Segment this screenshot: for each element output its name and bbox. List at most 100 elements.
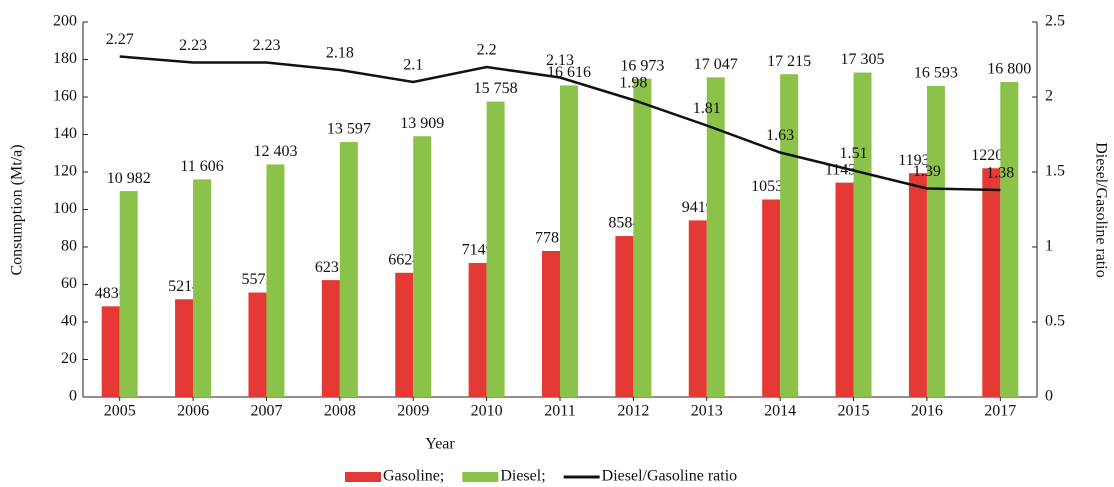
line-label: 1.81 <box>693 100 721 117</box>
y-axis-title: Consumption (Mt/a) <box>9 144 26 275</box>
x-tick-label: 2015 <box>838 403 870 420</box>
y2-tick-label: 0.5 <box>1045 313 1065 330</box>
bar-label: 5214 <box>168 278 200 295</box>
bar <box>486 101 505 397</box>
bar-label: 12 403 <box>253 143 297 160</box>
line-label: 2.13 <box>546 52 574 69</box>
y2-tick-label: 0 <box>1045 388 1053 405</box>
bar-label: 7149 <box>462 242 494 259</box>
bar-label: 9419 <box>682 199 714 216</box>
y-tick-label: 40 <box>61 313 77 330</box>
line-label: 2.23 <box>252 37 280 54</box>
bar-label: 13 909 <box>400 115 444 132</box>
bar <box>780 74 799 397</box>
bar <box>542 250 560 397</box>
bar <box>908 173 927 397</box>
line-label: 2.18 <box>326 45 354 62</box>
line-label: 2.2 <box>477 42 497 59</box>
y-tick-label: 180 <box>53 50 77 67</box>
y-tick-label: 140 <box>53 125 77 142</box>
bar <box>339 142 358 397</box>
bar-label: 7787 <box>535 230 567 247</box>
x-tick-label: 2013 <box>691 403 723 420</box>
bar-label: 10 982 <box>107 170 151 187</box>
y-tick-label: 80 <box>61 238 77 255</box>
bar <box>119 191 138 397</box>
bar <box>706 77 725 398</box>
bar <box>688 220 707 397</box>
bar <box>175 299 194 397</box>
legend-label: Diesel; <box>500 468 545 485</box>
line-label: 1.63 <box>766 127 794 144</box>
x-tick-label: 2011 <box>544 403 575 420</box>
bar-label: 16 973 <box>620 57 664 74</box>
bar <box>615 236 634 397</box>
bar-label: 16 800 <box>987 61 1031 78</box>
x-tick-label: 2014 <box>764 403 796 420</box>
legend-label: Gasoline; <box>383 468 444 485</box>
line-label: 2.27 <box>106 31 134 48</box>
y-tick-label: 160 <box>53 88 77 105</box>
x-tick-label: 2012 <box>617 403 649 420</box>
bar-label: 17 305 <box>841 51 885 68</box>
x-tick-label: 2007 <box>250 403 282 420</box>
bar <box>321 280 340 397</box>
bar <box>248 292 267 397</box>
legend-swatch <box>462 472 499 482</box>
bar <box>413 136 432 398</box>
bar-label: 11 606 <box>180 158 223 175</box>
bar <box>982 168 1001 397</box>
y-tick-label: 200 <box>53 13 77 30</box>
y-tick-label: 100 <box>53 200 77 217</box>
bar-label: 17 047 <box>694 56 738 73</box>
bar <box>266 164 285 397</box>
bar <box>926 85 945 397</box>
bar-label: 13 597 <box>327 121 371 138</box>
bar <box>395 272 414 397</box>
bar <box>633 78 652 397</box>
line-label: 1.38 <box>986 165 1014 182</box>
y-tick-label: 0 <box>69 388 77 405</box>
line-label: 1.98 <box>619 75 647 92</box>
bar <box>101 306 120 397</box>
bar <box>193 179 212 397</box>
line-label: 2.23 <box>179 37 207 54</box>
bar-label: 5572 <box>241 271 273 288</box>
bar-label: 15 758 <box>474 80 518 97</box>
line <box>119 55 1001 192</box>
line-label: 2.1 <box>403 57 423 74</box>
bar-label: 6624 <box>388 251 420 268</box>
bar-label: 17 215 <box>767 53 811 70</box>
x-tick-label: 2005 <box>104 403 136 420</box>
bar <box>560 85 578 397</box>
line-label: 1.51 <box>840 145 868 162</box>
y2-tick-label: 2 <box>1045 88 1053 105</box>
bar-label: 8584 <box>608 215 640 232</box>
y2-tick-label: 2.5 <box>1045 13 1065 30</box>
x-tick-label: 2017 <box>984 403 1016 420</box>
x-tick-label: 2009 <box>397 403 429 420</box>
y2-tick-label: 1.5 <box>1045 163 1065 180</box>
bar-label: 4836 <box>95 285 127 302</box>
line-label: 1.39 <box>913 163 941 180</box>
y-tick-label: 60 <box>61 275 77 292</box>
bar <box>835 182 854 397</box>
y2-axis-title: Diesel/Gasoline ratio <box>1092 142 1109 278</box>
bar <box>1000 82 1019 397</box>
y2-tick-label: 1 <box>1045 238 1053 255</box>
legend-label: Diesel/Gasoline ratio <box>602 468 738 485</box>
y-tick-label: 20 <box>61 350 77 367</box>
x-tick-label: 2008 <box>324 403 356 420</box>
x-tick-label: 2006 <box>177 403 209 420</box>
bar <box>853 72 872 397</box>
x-tick-label: 2010 <box>471 403 503 420</box>
bar-label: 16 593 <box>914 65 958 82</box>
x-tick-label: 2016 <box>911 403 943 420</box>
bar <box>762 199 781 397</box>
legend-swatch <box>345 472 381 482</box>
bar <box>468 262 487 397</box>
y-tick-label: 120 <box>53 163 77 180</box>
x-axis-title: Year <box>425 436 455 453</box>
bar-label: 6235 <box>315 259 347 276</box>
